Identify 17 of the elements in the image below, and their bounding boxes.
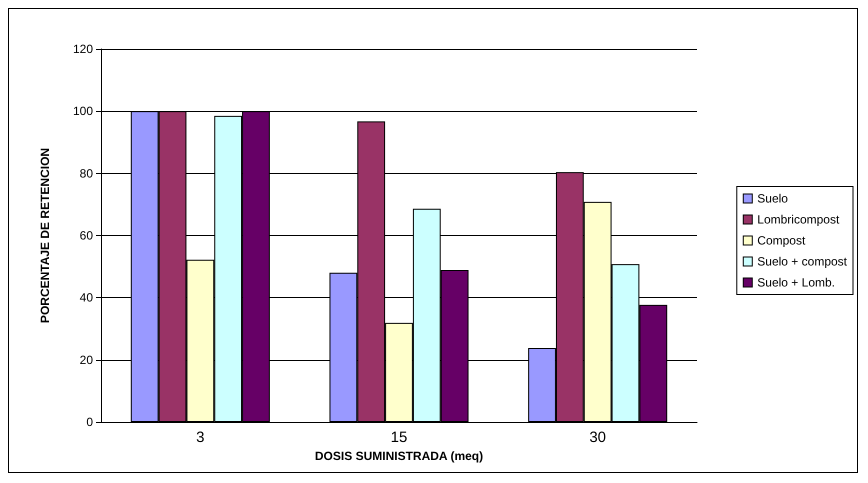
x-tick-label: 15 — [390, 429, 408, 446]
legend-label: Compost — [757, 234, 806, 248]
legend-label: Suelo + Lomb. — [757, 276, 835, 290]
x-tick-label: 3 — [196, 429, 205, 446]
y-tick-label: 100 — [72, 104, 94, 118]
x-axis-title: DOSIS SUMINISTRADA (meq) — [314, 448, 484, 463]
y-tick-label: 20 — [80, 352, 94, 367]
legend-label: Suelo + compost — [757, 254, 848, 268]
y-tick-label: 60 — [80, 228, 94, 242]
y-tick-label: 0 — [86, 415, 94, 429]
y-axis-title: PORCENTAJE DE RETENCION — [38, 148, 52, 324]
y-tick-label: 120 — [72, 42, 94, 56]
legend-label: Lombricompost — [757, 212, 840, 226]
y-tick-label: 80 — [80, 166, 94, 180]
y-tick-label: 40 — [80, 290, 94, 305]
x-tick-label: 30 — [589, 429, 606, 446]
legend-label: Suelo — [757, 192, 788, 206]
